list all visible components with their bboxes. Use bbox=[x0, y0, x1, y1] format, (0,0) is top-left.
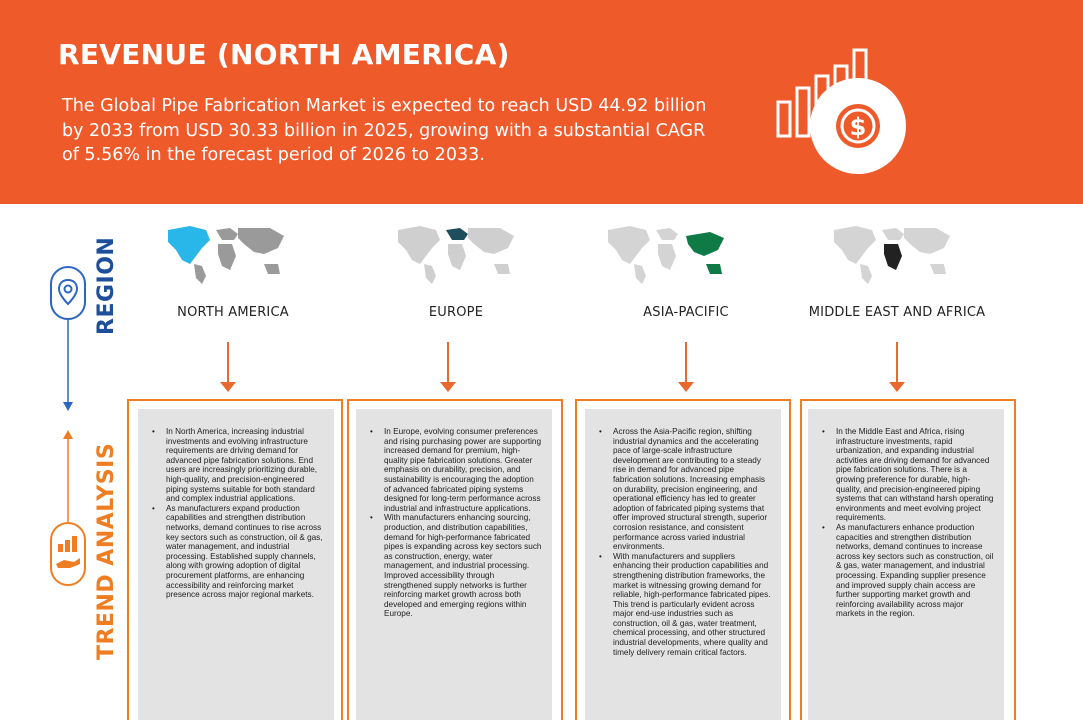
region-name-asia-pacific: ASIA-PACIFIC bbox=[643, 305, 729, 320]
trend-bullet: As manufacturers enhance production capa… bbox=[822, 523, 994, 619]
connector-line bbox=[227, 342, 229, 382]
region-name-europe: EUROPE bbox=[428, 305, 484, 320]
card-frame bbox=[575, 399, 791, 720]
trend-card-middle-east-africa: In the Middle East and Africa, rising in… bbox=[808, 409, 1004, 720]
arrow-down-icon bbox=[220, 382, 236, 392]
trend-hand-icon bbox=[50, 522, 86, 586]
card-frame bbox=[347, 399, 563, 720]
middle-east-africa-map bbox=[834, 226, 950, 284]
region-name-middle-east-africa: MIDDLE EAST AND AFRICA bbox=[808, 305, 986, 320]
trend-bullet: As manufacturers expand production capab… bbox=[152, 504, 324, 600]
revenue-growth-dollar-icon: $ bbox=[776, 48, 906, 174]
asia-pacific-map bbox=[608, 226, 724, 284]
trend-card-north-america: In North America, increasing industrial … bbox=[138, 409, 334, 720]
trend-card-asia-pacific: Across the Asia-Pacific region, shifting… bbox=[585, 409, 781, 720]
arrow-down-icon bbox=[678, 382, 694, 392]
trend-analysis-side-label: TREND ANALYSIS bbox=[94, 442, 119, 660]
trend-card-europe: In Europe, evolving consumer preferences… bbox=[356, 409, 552, 720]
trend-bullet: Across the Asia-Pacific region, shifting… bbox=[599, 427, 771, 552]
europe-map bbox=[398, 226, 514, 284]
trend-bullet: In North America, increasing industrial … bbox=[152, 427, 324, 504]
trend-bullet: With manufacturers enhancing sourcing, p… bbox=[370, 513, 542, 619]
svg-text:$: $ bbox=[850, 113, 867, 141]
location-pin-icon bbox=[50, 266, 86, 320]
down-arrow-icon bbox=[63, 320, 73, 411]
trend-bullet: With manufacturers and suppliers enhanci… bbox=[599, 552, 771, 658]
market-summary: The Global Pipe Fabrication Market is ex… bbox=[62, 96, 707, 165]
north-america-map bbox=[168, 226, 284, 284]
card-frame bbox=[127, 399, 343, 720]
connector-line bbox=[685, 342, 687, 382]
region-name-north-america: NORTH AMERICA bbox=[177, 305, 289, 320]
card-frame bbox=[800, 399, 1016, 720]
page-title: REVENUE (NORTH AMERICA) bbox=[58, 38, 510, 71]
connector-line bbox=[447, 342, 449, 382]
trend-bullet: In Europe, evolving consumer preferences… bbox=[370, 427, 542, 513]
connector-line bbox=[896, 342, 898, 382]
arrow-down-icon bbox=[440, 382, 456, 392]
up-arrow-icon bbox=[63, 430, 73, 522]
region-side-label: REGION bbox=[94, 236, 119, 335]
arrow-down-icon bbox=[889, 382, 905, 392]
trend-bullet: In the Middle East and Africa, rising in… bbox=[822, 427, 994, 523]
header-banner: REVENUE (NORTH AMERICA) The Global Pipe … bbox=[0, 0, 1083, 204]
